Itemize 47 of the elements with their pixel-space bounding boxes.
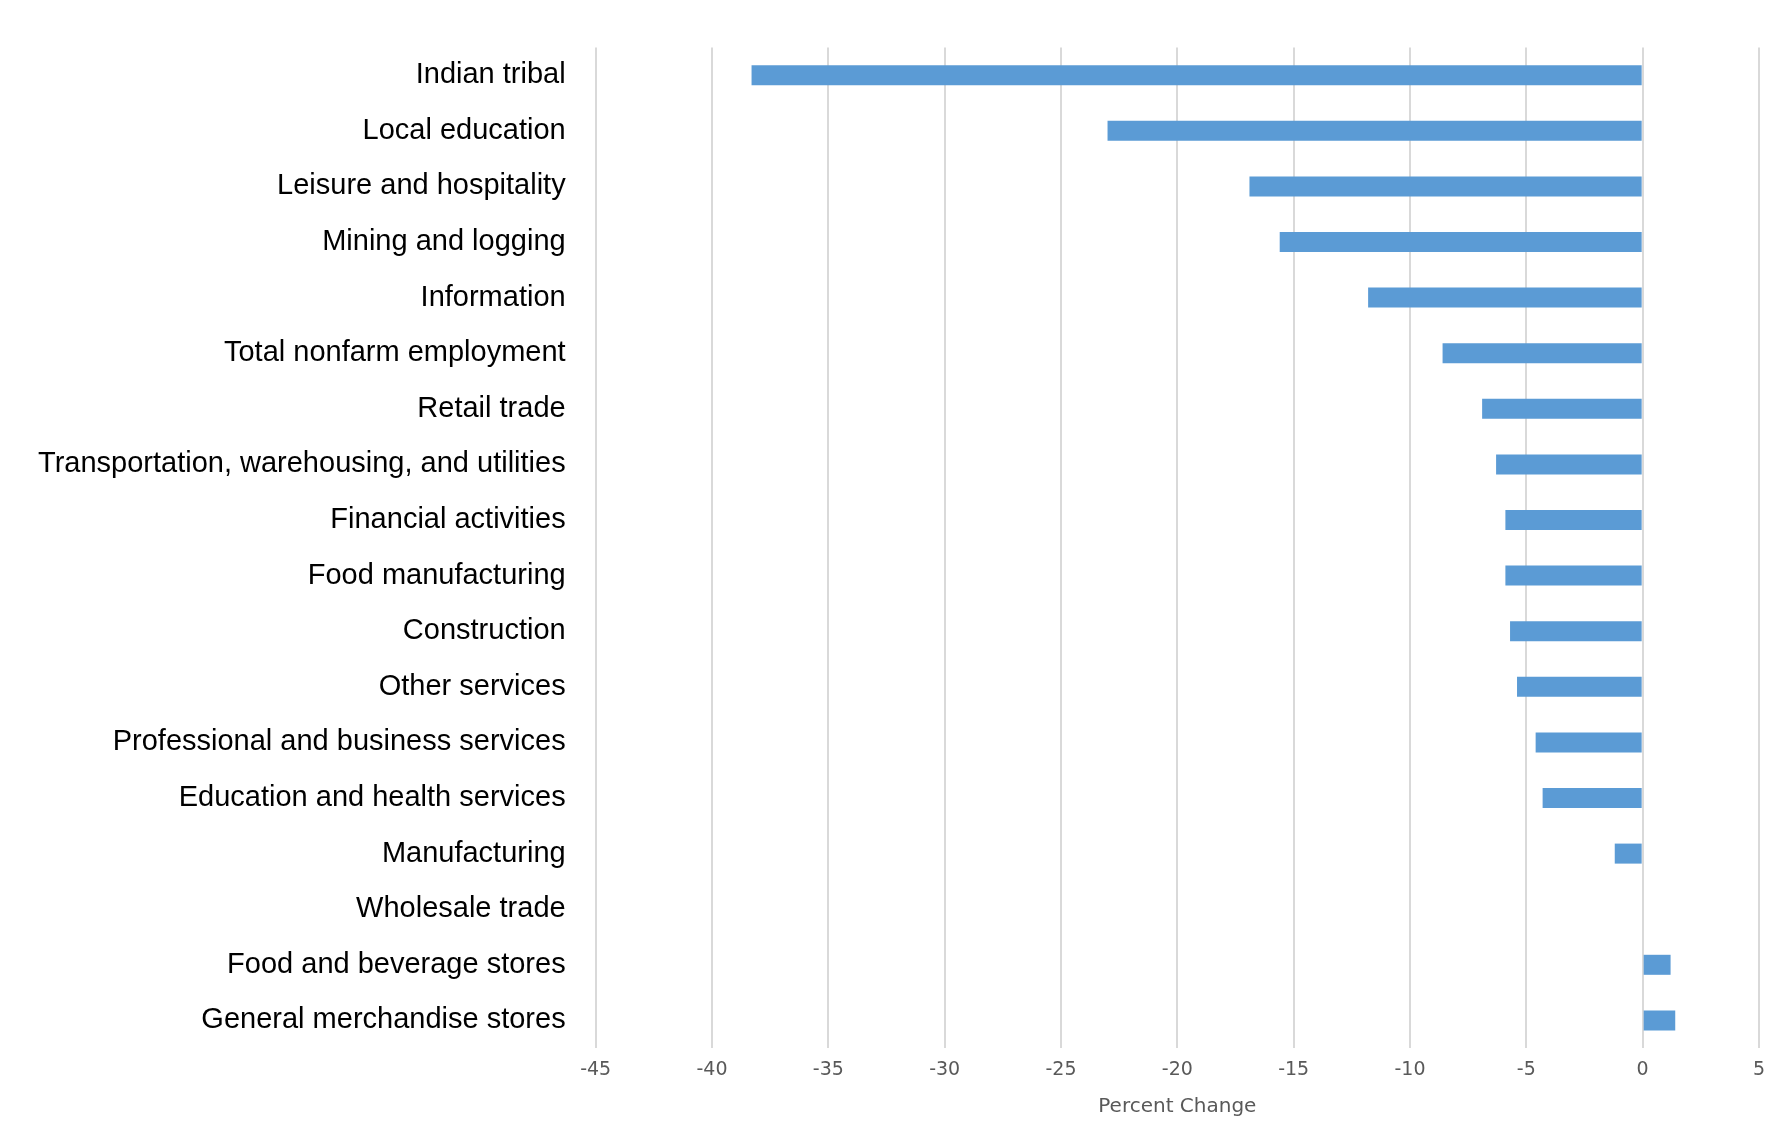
y-tick-label: Professional and business services <box>112 724 566 757</box>
bar <box>1279 231 1642 253</box>
x-tick-label: 0 <box>1636 1056 1649 1079</box>
bar <box>1442 343 1642 364</box>
x-axis-title: Percent Change <box>1098 1093 1257 1118</box>
y-tick-label: Other services <box>378 668 566 701</box>
bar <box>1496 454 1642 475</box>
x-tick-label: -40 <box>696 1056 728 1079</box>
x-tick-label: -30 <box>929 1056 961 1079</box>
x-tick-label: -45 <box>580 1056 612 1079</box>
bar <box>1614 843 1642 864</box>
y-tick-label: Wholesale trade <box>356 891 566 924</box>
y-tick-label: Food manufacturing <box>307 557 566 590</box>
y-tick-label: Total nonfarm employment <box>223 335 566 368</box>
bar <box>1643 954 1671 975</box>
y-tick-label: Leisure and hospitality <box>277 168 567 201</box>
x-tick-label: 5 <box>1752 1056 1766 1079</box>
x-tick-label: -35 <box>812 1056 844 1079</box>
x-tick-label: -10 <box>1394 1056 1426 1079</box>
bar <box>1535 732 1642 753</box>
y-tick-label: Retail trade <box>417 390 566 423</box>
y-tick-label: Education and health services <box>178 780 566 812</box>
x-tick-label: -15 <box>1278 1056 1310 1079</box>
x-tick-label: -20 <box>1161 1056 1193 1079</box>
y-tick-label: Manufacturing <box>381 835 566 868</box>
bar <box>751 65 1642 86</box>
bar <box>1482 398 1642 419</box>
y-tick-label: Transportation, warehousing, and utilities <box>37 446 566 479</box>
y-tick-label: Mining and logging <box>322 224 566 256</box>
x-tick-label: -25 <box>1045 1056 1077 1079</box>
bar <box>1505 565 1642 586</box>
y-tick-label: Information <box>420 279 566 312</box>
bar <box>1107 120 1642 141</box>
y-tick-label: Local education <box>362 112 566 145</box>
y-tick-label: Financial activities <box>330 502 566 534</box>
x-tick-label: -5 <box>1516 1056 1536 1079</box>
bar <box>1517 676 1642 697</box>
y-tick-label: Construction <box>402 613 566 646</box>
bar <box>1542 787 1642 809</box>
y-tick-label: Food and beverage stores <box>227 946 566 979</box>
bar <box>1505 509 1642 531</box>
bar <box>1510 621 1642 642</box>
bar <box>1249 176 1642 197</box>
bar <box>1368 287 1642 308</box>
bar <box>1643 1010 1676 1031</box>
y-tick-label: Indian tribal <box>415 57 566 90</box>
y-tick-label: General merchandise stores <box>201 1002 566 1035</box>
